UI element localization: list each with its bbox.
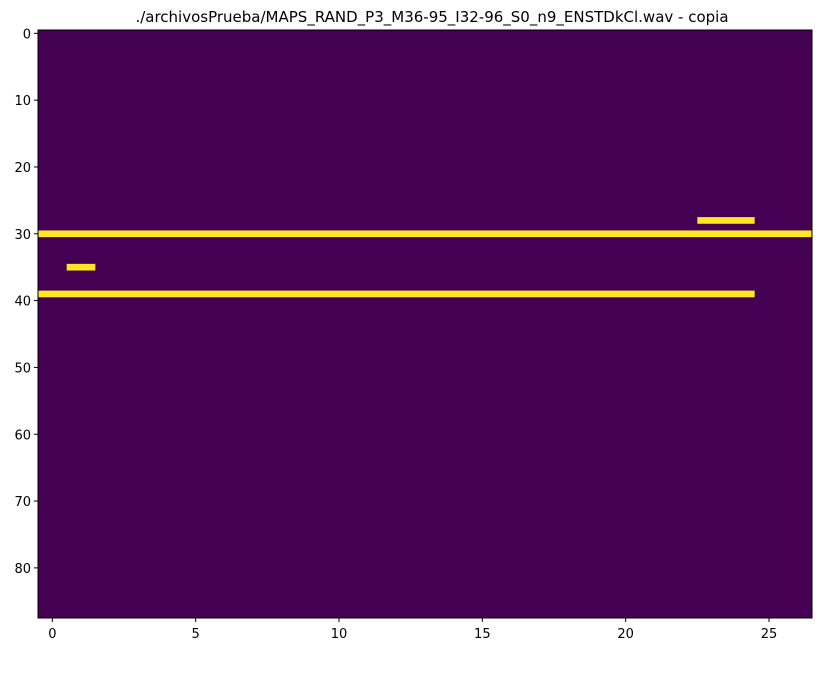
heatmap-active-segment <box>38 290 755 298</box>
heatmap-active-segment <box>66 263 96 271</box>
x-tick-label: 25 <box>761 627 778 642</box>
y-tick-label: 0 <box>23 27 31 42</box>
plot-frame <box>37 29 813 619</box>
y-tick-label: 20 <box>14 161 31 176</box>
y-tick-label: 40 <box>14 295 31 310</box>
y-tick-label: 70 <box>14 495 31 510</box>
plot-area <box>37 29 813 619</box>
y-tick-label: 50 <box>14 361 31 376</box>
y-tick-label: 60 <box>14 428 31 443</box>
heatmap-background <box>38 30 812 618</box>
x-tick-label: 0 <box>48 627 56 642</box>
y-tick-label: 30 <box>14 228 31 243</box>
x-tick-label: 20 <box>617 627 634 642</box>
chart-title: ./archivosPrueba/MAPS_RAND_P3_M36-95_I32… <box>135 8 728 27</box>
y-tick-label: 10 <box>14 94 31 109</box>
x-tick-label: 10 <box>331 627 348 642</box>
heatmap-active-segment <box>697 217 755 224</box>
y-tick-label: 80 <box>14 562 31 577</box>
x-tick-label: 5 <box>192 627 200 642</box>
y-axis: 0 10 20 30 40 50 60 70 80 <box>14 27 38 577</box>
heatmap-active-segment <box>38 230 812 238</box>
x-tick-label: 15 <box>474 627 491 642</box>
x-axis: 0 5 10 15 20 25 <box>48 618 777 642</box>
